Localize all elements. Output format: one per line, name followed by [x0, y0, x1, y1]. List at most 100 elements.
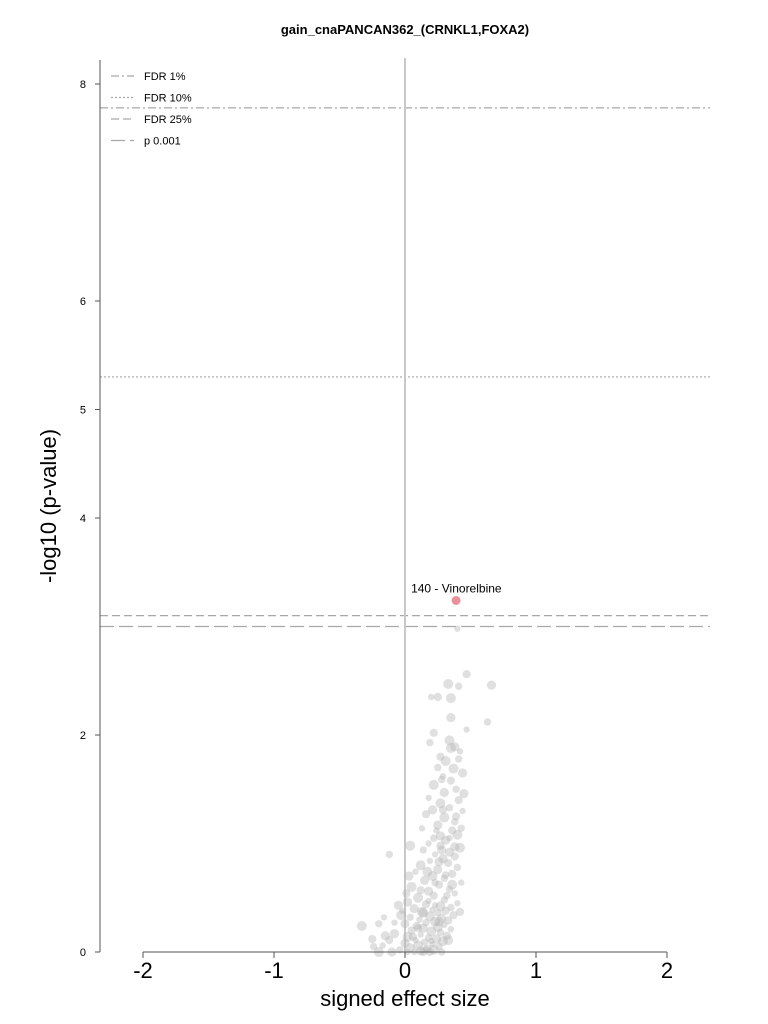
data-point	[435, 942, 443, 951]
data-point	[444, 847, 455, 857]
data-point	[421, 810, 431, 819]
y-axis-label: -log10 (p-value)	[36, 429, 61, 583]
data-point	[454, 796, 463, 805]
data-point	[412, 936, 419, 944]
data-point	[408, 932, 417, 941]
legend-label: FDR 1%	[144, 71, 186, 83]
data-point	[427, 805, 438, 815]
y-tick-label: 0	[80, 947, 86, 959]
data-point	[463, 726, 470, 733]
data-point	[445, 804, 454, 812]
legend: FDR 1% FDR 10% FDR 25% p 0.001	[111, 71, 192, 148]
data-point	[434, 909, 442, 917]
data-point	[369, 942, 378, 951]
legend-label: FDR 25%	[144, 114, 192, 126]
data-point	[450, 842, 460, 852]
y-tick-label: 5	[80, 405, 86, 417]
data-point	[442, 931, 451, 940]
data-point	[402, 889, 411, 898]
data-point	[454, 625, 461, 632]
data-point	[385, 936, 394, 945]
data-point	[368, 934, 377, 944]
data-point	[393, 900, 403, 910]
data-point	[431, 878, 439, 887]
data-point	[417, 906, 427, 917]
x-tick-label: 0	[399, 958, 411, 983]
data-point	[425, 897, 432, 905]
data-point	[375, 920, 383, 928]
data-point	[450, 852, 459, 861]
data-point	[440, 874, 448, 882]
data-point	[403, 897, 413, 907]
data-point	[440, 896, 448, 904]
y-tick-label: 4	[80, 513, 86, 525]
data-point	[380, 914, 388, 921]
data-point	[453, 863, 462, 872]
data-point	[429, 728, 438, 737]
data-point	[405, 943, 415, 953]
data-point	[444, 735, 455, 746]
data-point	[423, 944, 432, 953]
data-point	[452, 829, 463, 840]
data-point	[437, 913, 447, 924]
data-point	[420, 938, 429, 946]
x-tick-label: -2	[133, 958, 153, 983]
data-point	[447, 926, 455, 933]
data-point	[406, 881, 417, 892]
data-point	[457, 824, 465, 832]
data-point	[444, 858, 453, 868]
data-point	[451, 890, 458, 897]
data-point	[426, 738, 434, 747]
data-point	[447, 879, 458, 890]
data-point	[439, 787, 449, 798]
data-point	[446, 834, 453, 842]
data-point	[452, 785, 460, 793]
data-point	[405, 840, 416, 851]
data-point	[438, 854, 448, 864]
data-point	[437, 845, 447, 855]
data-point	[385, 850, 393, 859]
data-point	[430, 916, 441, 927]
data-point	[422, 866, 433, 877]
chart-title: gain_cnaPANCAN362_(CRNKL1,FOXA2)	[281, 22, 529, 37]
legend-label: FDR 10%	[144, 93, 192, 105]
data-point	[439, 773, 447, 780]
data-point	[409, 904, 419, 914]
data-point	[441, 921, 448, 929]
x-axis: -2 -1 0 1 2	[133, 951, 673, 983]
data-point	[356, 921, 367, 931]
data-point	[416, 886, 425, 895]
data-point	[428, 779, 439, 790]
data-point	[449, 911, 458, 920]
data-point	[391, 919, 398, 926]
data-point	[428, 937, 435, 945]
data-point	[416, 916, 423, 923]
data-point	[404, 871, 414, 881]
data-point	[430, 834, 438, 842]
data-point	[429, 906, 436, 913]
data-point	[428, 693, 435, 701]
data-point	[434, 763, 442, 772]
data-point	[486, 680, 497, 690]
data-point	[448, 869, 457, 879]
y-tick-label: 8	[80, 79, 86, 91]
data-point	[418, 923, 428, 933]
data-point	[400, 938, 410, 948]
data-point	[445, 693, 456, 704]
data-point	[418, 825, 426, 832]
data-point	[416, 946, 426, 956]
data-point	[445, 743, 456, 753]
x-tick-label: -1	[264, 958, 284, 983]
highlight-layer: 140 - Vinorelbine	[411, 581, 502, 605]
data-point	[424, 934, 433, 942]
highlight-point	[451, 595, 461, 605]
data-point	[425, 794, 432, 802]
data-point	[441, 871, 450, 879]
data-point	[432, 922, 443, 932]
data-point	[443, 679, 454, 689]
data-point	[431, 934, 441, 944]
data-point	[455, 682, 463, 690]
data-point	[418, 907, 429, 918]
data-point	[458, 879, 465, 886]
data-point	[413, 940, 424, 951]
